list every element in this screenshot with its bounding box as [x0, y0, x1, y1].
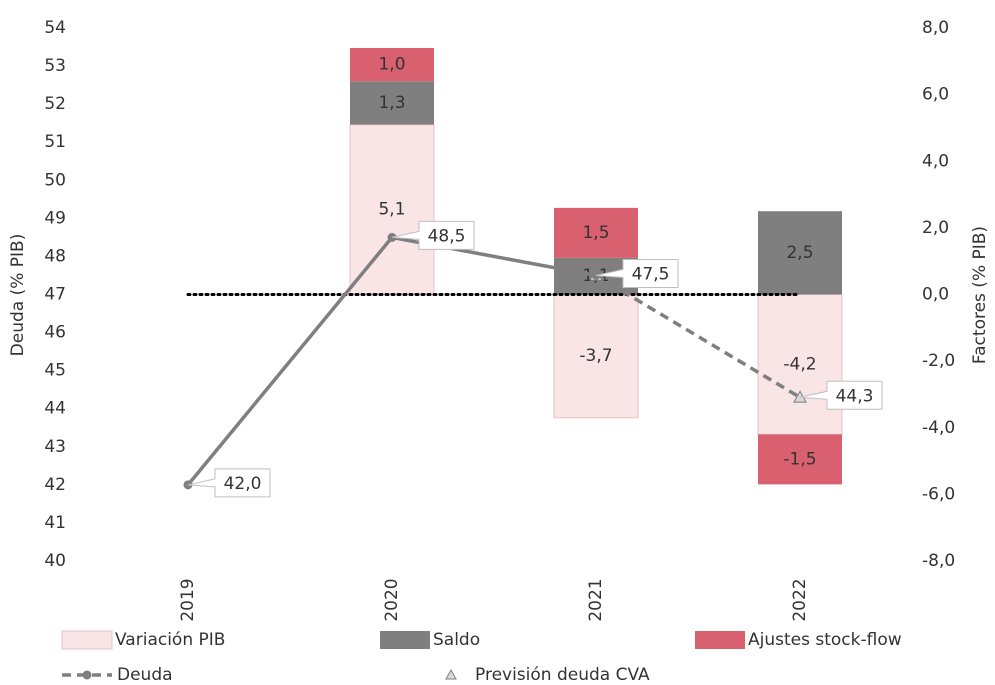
callout-box — [187, 468, 271, 498]
bar — [350, 47, 434, 82]
bar-value-label: 2,5 — [786, 243, 813, 263]
y-tick-label: 45 — [44, 361, 66, 381]
x-tick-label: 2019 — [178, 578, 198, 621]
y-tick-label: 54 — [44, 18, 66, 38]
bar — [553, 294, 639, 419]
y-tick-label: 46 — [44, 323, 66, 343]
line-value-label: 47,5 — [632, 264, 670, 284]
y-tick-label: 40 — [44, 551, 66, 571]
data-callout: 44,3 — [799, 380, 883, 410]
y2-tick-label: 2,0 — [922, 218, 949, 238]
legend-label: Saldo — [433, 630, 480, 650]
line-value-label: 44,3 — [836, 386, 874, 406]
bar — [349, 124, 435, 295]
callout-box — [391, 220, 475, 250]
y-tick-label: 50 — [44, 170, 66, 190]
y2-tick-label: -6,0 — [922, 484, 955, 504]
y2-tick-label: 0,0 — [922, 285, 949, 305]
y-tick-label: 48 — [44, 246, 66, 266]
line-value-label: 48,5 — [428, 226, 466, 246]
callout-box — [799, 380, 883, 410]
legend-swatch — [695, 631, 745, 649]
callout-box — [595, 258, 679, 288]
y2-tick-label: -8,0 — [922, 551, 955, 571]
legend-item: Previsión deuda CVA — [445, 665, 650, 685]
y2-tick-label: 6,0 — [922, 85, 949, 105]
bar-value-label: 1,5 — [582, 223, 609, 243]
x-tick-label: 2022 — [790, 578, 810, 621]
legend-swatch — [61, 630, 113, 650]
y2-tick-label: -2,0 — [922, 351, 955, 371]
y-tick-label: 49 — [44, 208, 66, 228]
legend-label: Deuda — [117, 665, 173, 685]
bar-value-label: 1,0 — [378, 55, 405, 75]
bar-value-label: -4,2 — [783, 354, 816, 374]
y-tick-label: 42 — [44, 475, 66, 495]
y-tick-label: 44 — [44, 399, 66, 419]
x-tick-label: 2020 — [382, 578, 402, 621]
y-tick-label: 52 — [44, 94, 66, 114]
y-tick-label: 53 — [44, 56, 66, 76]
bar-value-label: -1,5 — [783, 449, 816, 469]
y-tick-label: 47 — [44, 285, 66, 305]
legend-item: Ajustes stock-flow — [695, 630, 902, 650]
line — [595, 273, 801, 399]
legend-label: Ajustes stock-flow — [748, 630, 902, 650]
y2-tick-label: 8,0 — [922, 18, 949, 38]
bar-value-label: -3,7 — [579, 346, 612, 366]
y-tick-label: 41 — [44, 513, 66, 533]
y2-tick-label: -4,0 — [922, 418, 955, 438]
x-tick-label: 2021 — [586, 578, 606, 621]
bar — [350, 81, 434, 125]
legend-item: Variación PIB — [61, 630, 225, 650]
bar-value-label: 5,1 — [378, 200, 405, 220]
y2-axis-title: Factores (% PIB) — [970, 226, 990, 364]
legend-swatch — [445, 668, 457, 680]
data-callout: 42,0 — [187, 468, 271, 498]
legend-item: Saldo — [380, 630, 480, 650]
y2-tick-label: 4,0 — [922, 151, 949, 171]
legend-item: Deuda — [62, 665, 173, 685]
bar-value-label: 1,3 — [378, 93, 405, 113]
data-callout: 48,5 — [391, 220, 475, 250]
data-callout: 47,5 — [595, 258, 679, 288]
y-tick-label: 51 — [44, 132, 66, 152]
legend-swatch — [380, 631, 430, 649]
bar — [758, 434, 842, 485]
y-tick-label: 43 — [44, 437, 66, 457]
bar — [554, 207, 638, 258]
line-value-label: 42,0 — [224, 474, 262, 494]
legend-label: Variación PIB — [115, 630, 225, 650]
legend-swatch — [82, 670, 92, 680]
y-axis-title: Deuda (% PIB) — [8, 234, 28, 357]
bar — [758, 211, 842, 295]
legend-label: Previsión deuda CVA — [475, 665, 650, 685]
